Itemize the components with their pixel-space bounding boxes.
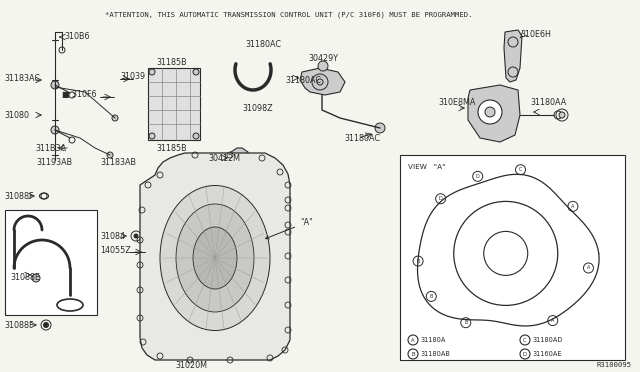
Circle shape xyxy=(51,126,59,134)
Text: 311B3A: 311B3A xyxy=(35,144,66,153)
Circle shape xyxy=(478,100,502,124)
Text: 31080: 31080 xyxy=(4,110,29,119)
Circle shape xyxy=(193,69,199,75)
Circle shape xyxy=(436,194,445,204)
Text: R3100095: R3100095 xyxy=(597,362,632,368)
Circle shape xyxy=(413,256,423,266)
Text: A: A xyxy=(551,318,554,323)
Bar xyxy=(5,210,97,315)
Circle shape xyxy=(317,79,323,85)
Text: 31039: 31039 xyxy=(120,71,145,80)
Circle shape xyxy=(408,335,418,345)
Text: 31088E: 31088E xyxy=(10,273,40,282)
Circle shape xyxy=(149,133,155,139)
Text: 31088F: 31088F xyxy=(4,321,33,330)
Text: 31180AC: 31180AC xyxy=(245,39,281,48)
Text: 31193AB: 31193AB xyxy=(36,157,72,167)
Text: 31180AC: 31180AC xyxy=(285,76,321,84)
Text: 31185B: 31185B xyxy=(156,144,187,153)
Circle shape xyxy=(515,165,525,175)
Text: B: B xyxy=(417,259,420,264)
Text: 310E6H: 310E6H xyxy=(520,29,551,38)
Polygon shape xyxy=(300,68,345,95)
Text: 31180AC: 31180AC xyxy=(344,134,380,142)
Text: 310B6: 310B6 xyxy=(64,32,90,41)
Text: B: B xyxy=(464,320,467,325)
Text: 30429Y: 30429Y xyxy=(308,54,338,62)
Text: A: A xyxy=(572,204,575,209)
Text: 31098Z: 31098Z xyxy=(242,103,273,112)
Text: 31084: 31084 xyxy=(100,231,125,241)
Text: 31180A: 31180A xyxy=(421,337,446,343)
Text: VIEW   "A": VIEW "A" xyxy=(408,164,445,170)
Circle shape xyxy=(44,323,49,327)
Polygon shape xyxy=(140,153,290,360)
Text: D: D xyxy=(476,174,479,179)
Text: "A": "A" xyxy=(266,218,313,239)
Circle shape xyxy=(568,201,578,211)
Text: 31180AB: 31180AB xyxy=(421,351,451,357)
Text: 310E8MA: 310E8MA xyxy=(438,97,476,106)
Text: 31183AC: 31183AC xyxy=(4,74,40,83)
Circle shape xyxy=(149,69,155,75)
Circle shape xyxy=(485,107,495,117)
Text: B: B xyxy=(411,352,415,356)
Text: B: B xyxy=(429,294,433,299)
Text: 31180AA: 31180AA xyxy=(530,97,566,106)
Bar xyxy=(400,155,625,360)
Circle shape xyxy=(51,81,59,89)
Circle shape xyxy=(461,318,471,328)
Circle shape xyxy=(473,171,483,181)
Circle shape xyxy=(112,115,118,121)
Text: 31160AE: 31160AE xyxy=(533,351,563,357)
Ellipse shape xyxy=(193,227,237,289)
Text: D: D xyxy=(439,196,442,201)
Text: D: D xyxy=(523,352,527,356)
Ellipse shape xyxy=(176,204,254,312)
Text: C: C xyxy=(519,167,522,172)
Circle shape xyxy=(32,274,40,282)
Text: 31185B: 31185B xyxy=(156,58,187,67)
Polygon shape xyxy=(231,148,248,166)
Circle shape xyxy=(134,234,138,238)
Text: 31183AB: 31183AB xyxy=(100,157,136,167)
Text: A: A xyxy=(587,266,590,270)
Circle shape xyxy=(426,291,436,301)
Polygon shape xyxy=(504,30,522,82)
Text: *ATTENTION, THIS AUTOMATIC TRANSMISSION CONTROL UNIT (P/C 310F6) MUST BE PROGRAM: *ATTENTION, THIS AUTOMATIC TRANSMISSION … xyxy=(105,11,472,17)
Text: ■ 310F6: ■ 310F6 xyxy=(62,90,97,99)
Circle shape xyxy=(520,335,530,345)
Circle shape xyxy=(559,112,565,118)
Polygon shape xyxy=(468,85,520,142)
Circle shape xyxy=(375,123,385,133)
Circle shape xyxy=(193,133,199,139)
Text: 31088F: 31088F xyxy=(4,192,33,201)
Text: 14055Z: 14055Z xyxy=(100,246,131,254)
Circle shape xyxy=(548,315,558,326)
Text: 31020M: 31020M xyxy=(175,360,207,369)
Circle shape xyxy=(318,61,328,71)
Ellipse shape xyxy=(160,186,270,330)
Text: C: C xyxy=(523,337,527,343)
Text: 30412M: 30412M xyxy=(208,154,240,163)
Circle shape xyxy=(107,152,113,158)
Circle shape xyxy=(408,349,418,359)
Text: 31180AD: 31180AD xyxy=(533,337,563,343)
Text: A: A xyxy=(411,337,415,343)
Bar xyxy=(148,68,200,140)
Circle shape xyxy=(520,349,530,359)
Circle shape xyxy=(584,263,593,273)
